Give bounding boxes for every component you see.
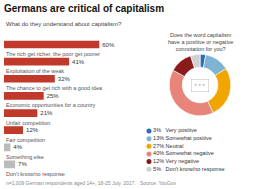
svg-text:What do they understand about: What do they understand about capitalism… (6, 21, 122, 27)
svg-text:25%: 25% (47, 93, 60, 99)
svg-text:60%: 60% (102, 42, 115, 48)
svg-text:32%: 32% (58, 76, 71, 82)
svg-text:Unfair competition: Unfair competition (6, 120, 50, 126)
svg-text:12% Very negative: 12% Very negative (153, 158, 199, 164)
svg-text:n=1,009 German respondents age: n=1,009 German respondents aged 14+, 18-… (6, 180, 177, 186)
svg-text:12%: 12% (26, 127, 39, 133)
svg-text:Something else: Something else (6, 154, 44, 160)
svg-text:Don't know/no response: Don't know/no response (6, 171, 65, 177)
svg-text:41%: 41% (72, 59, 85, 65)
svg-text:3% Very positive: 3% Very positive (153, 127, 197, 133)
svg-text:Exploitation of the weak: Exploitation of the weak (6, 68, 64, 74)
svg-text:21%: 21% (40, 110, 53, 116)
svg-text:Economic opportunities for a c: Economic opportunities for a country (6, 102, 96, 108)
svg-text:The chance to get rich with a: The chance to get rich with a good idea (6, 85, 103, 91)
svg-text:7%: 7% (18, 161, 27, 167)
svg-text:27% Neutral: 27% Neutral (153, 143, 183, 149)
svg-text:13% Somewhat positive: 13% Somewhat positive (153, 135, 212, 141)
svg-text:40% Somewhat negative: 40% Somewhat negative (153, 150, 214, 156)
svg-text:The rich get richer, the poor: The rich get richer, the poor get poorer (6, 51, 100, 57)
svg-text:Germans are critical of capita: Germans are critical of capitalism (4, 3, 164, 14)
svg-text:Does the word capitalismhave a: Does the word capitalismhave a positive … (168, 32, 233, 52)
svg-text:5% Don't know/no response: 5% Don't know/no response (153, 166, 224, 172)
svg-text:* * *: * * * (195, 83, 206, 89)
svg-text:4%: 4% (13, 144, 22, 150)
svg-text:Fair competition: Fair competition (6, 137, 45, 143)
